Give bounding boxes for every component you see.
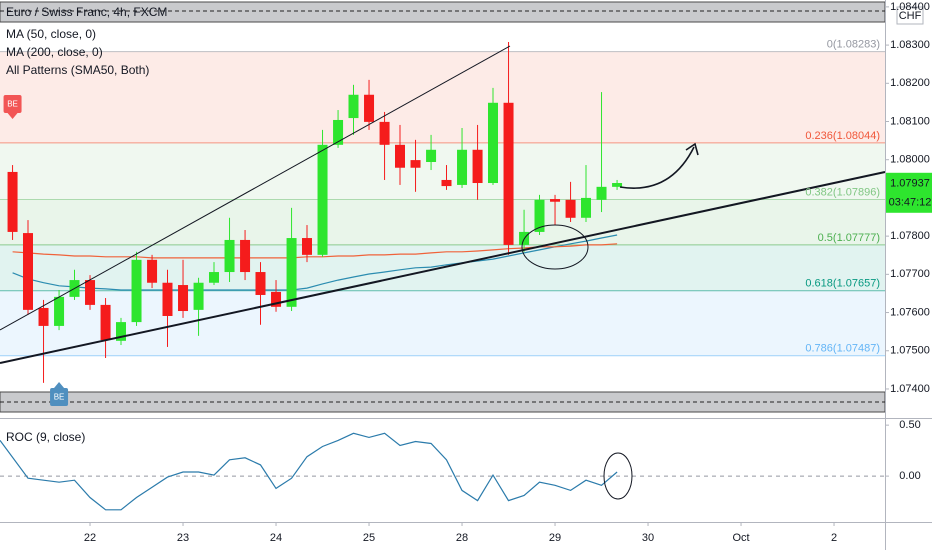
y-tick-label: 1.08100 xyxy=(890,115,930,127)
x-tick-label: 22 xyxy=(84,532,96,544)
y-tick-label: 1.08400 xyxy=(890,1,930,13)
candle-body xyxy=(100,304,111,341)
ellipse xyxy=(521,224,589,270)
candle-body xyxy=(115,322,126,341)
x-tick-label: Oct xyxy=(732,532,749,544)
fib-layer xyxy=(0,51,885,477)
candle-body xyxy=(131,259,142,323)
fib-label: 0.236(1.08044) xyxy=(805,130,880,142)
x-tick-label: 30 xyxy=(642,532,654,544)
candle-body xyxy=(472,149,483,184)
fib-band xyxy=(0,142,885,200)
candle-body xyxy=(379,121,390,145)
candle-body xyxy=(394,144,405,168)
candle-body xyxy=(550,199,561,202)
candle-body xyxy=(240,239,251,273)
candle-body xyxy=(255,272,266,295)
pattern-label: BE xyxy=(7,100,18,109)
candle-body xyxy=(581,197,592,218)
candle-body xyxy=(317,144,328,255)
candle-body xyxy=(85,280,96,305)
series-line xyxy=(12,234,618,291)
fib-band xyxy=(0,290,885,356)
y-tick-label: 1.08300 xyxy=(890,39,930,51)
fib-band xyxy=(0,51,885,143)
candle-body xyxy=(208,272,219,283)
fib-band xyxy=(0,199,885,245)
candle-body xyxy=(22,233,33,310)
candle-body xyxy=(612,183,623,187)
y-tick-label: 1.07700 xyxy=(890,268,930,280)
candle-body xyxy=(364,94,375,122)
candle-body xyxy=(596,186,607,200)
x-tick-label: 23 xyxy=(177,532,189,544)
ellipse xyxy=(603,452,633,500)
candle-body xyxy=(162,282,173,316)
x-tick-label: 28 xyxy=(456,532,468,544)
candle-body xyxy=(333,119,344,145)
x-tick-label: 24 xyxy=(270,532,282,544)
chart-title: Euro / Swiss Franc, 4h, FXCM xyxy=(6,5,167,19)
candle-body xyxy=(457,149,468,185)
arrow xyxy=(619,146,695,189)
y-tick-label: 0.50 xyxy=(899,419,920,431)
legend-entry: All Patterns (SMA50, Both) xyxy=(6,63,149,77)
candle-body xyxy=(271,291,282,307)
last-price-box xyxy=(886,172,932,213)
legend-entry: MA (200, close, 0) xyxy=(6,45,103,59)
countdown: 03:47:12 xyxy=(889,197,932,209)
candle-body xyxy=(301,238,312,255)
pattern-pointer xyxy=(7,113,18,119)
y-tick-label: 1.07400 xyxy=(890,383,930,395)
candle-body xyxy=(565,199,576,218)
series-line xyxy=(0,432,618,511)
y-tick-label: 1.08000 xyxy=(890,154,930,166)
candle-body xyxy=(193,282,204,310)
candle-body xyxy=(178,285,189,312)
candle-body xyxy=(147,259,158,283)
candle-body xyxy=(441,179,452,187)
y-tick-label: 0.00 xyxy=(899,470,920,482)
fib-label: 0.618(1.07657) xyxy=(805,278,880,290)
candle-body xyxy=(54,296,65,326)
candle-body xyxy=(348,94,359,119)
x-tick-label: 25 xyxy=(363,532,375,544)
candle-body xyxy=(286,238,297,307)
y-tick-label: 1.07600 xyxy=(890,306,930,318)
candle-body xyxy=(7,171,18,232)
x-tick-label: 29 xyxy=(549,532,561,544)
y-tick-label: 1.07800 xyxy=(890,230,930,242)
currency: CHF xyxy=(899,10,922,22)
trend-line xyxy=(0,45,511,331)
last-price-label: 1.07937 xyxy=(890,178,930,190)
candle-body xyxy=(38,307,49,326)
fib-label: 0(1.08283) xyxy=(827,38,880,50)
candle-body xyxy=(426,149,437,163)
roc-title: ROC (9, close) xyxy=(6,430,85,444)
x-tick-label: 2 xyxy=(831,532,837,544)
candle-body xyxy=(224,239,235,273)
currency-box xyxy=(896,6,924,25)
trend-line xyxy=(0,171,886,364)
series-line xyxy=(12,243,618,259)
text-layer: Euro / Swiss Franc, 4h, FXCM MA (50, clo… xyxy=(3,1,932,544)
legend-entry: MA (50, close, 0) xyxy=(6,27,96,41)
candle-body xyxy=(487,102,498,184)
y-tick-label: 1.08200 xyxy=(890,77,930,89)
arrow-head xyxy=(685,142,699,156)
y-tick-label: 1.07500 xyxy=(890,345,930,357)
candle-body xyxy=(410,160,421,168)
pattern-marker xyxy=(3,95,22,113)
pattern-marker xyxy=(50,388,69,406)
pattern-label: BE xyxy=(54,393,65,402)
pattern-pointer xyxy=(54,382,65,388)
fib-label: 0.786(1.07487) xyxy=(805,343,880,355)
fib-label: 0.382(1.07896) xyxy=(805,186,880,198)
candle-body xyxy=(503,102,514,245)
candle-body xyxy=(534,199,545,232)
fib-label: 0.5(1.07777) xyxy=(818,232,880,244)
